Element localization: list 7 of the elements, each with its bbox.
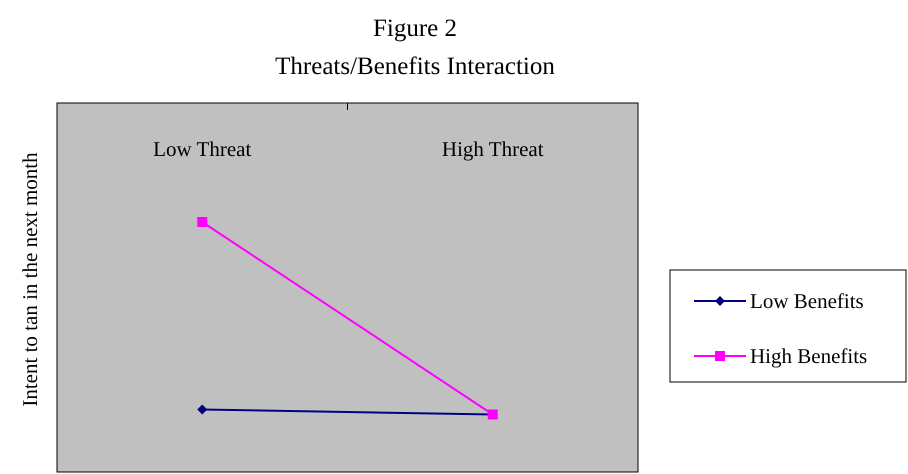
x-tick-label: Low Threat bbox=[153, 137, 252, 161]
legend-label: High Benefits bbox=[750, 344, 868, 368]
x-tick-label: High Threat bbox=[442, 137, 544, 161]
y-axis-title: Intent to tan in the next month bbox=[18, 152, 42, 407]
chart-subtitle: Threats/Benefits Interaction bbox=[275, 53, 556, 80]
legend-label: Low Benefits bbox=[750, 289, 864, 313]
chart-title: Figure 2 bbox=[372, 15, 458, 42]
